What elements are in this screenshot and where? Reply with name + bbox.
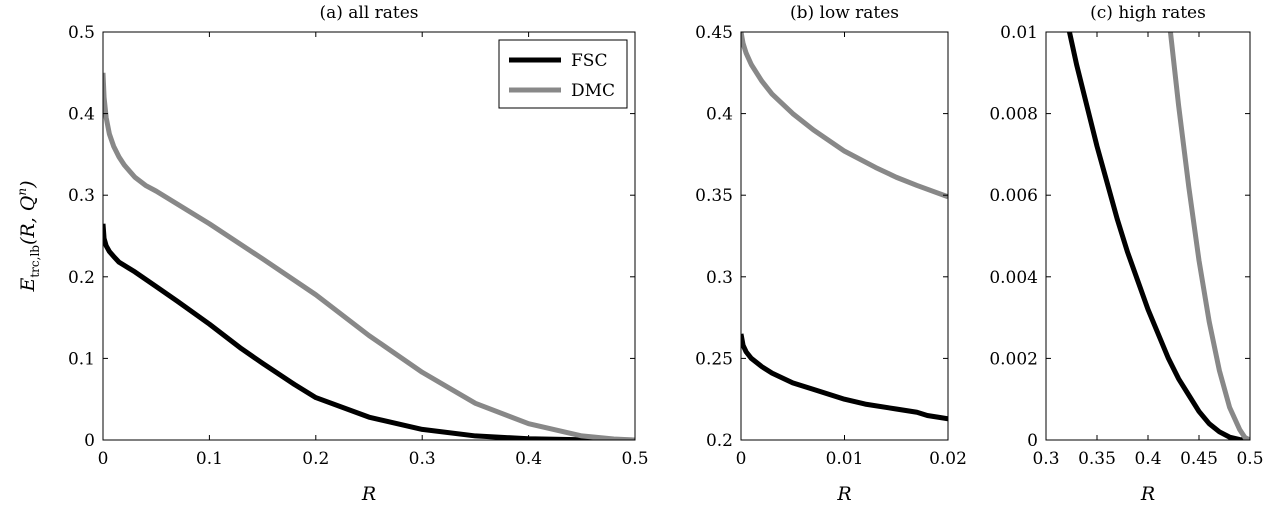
x-axis-label: R [836,483,851,505]
y-tick-label: 0.01 [1000,23,1038,43]
series-line-fsc [1067,32,1248,440]
legend-label-fsc: FSC [571,51,607,71]
series-line-dmc [1167,32,1250,440]
legend: FSC DMC [498,39,628,109]
plot-frame [102,31,636,441]
y-tick-label: 0.004 [989,268,1038,288]
y-tick-label: 0.002 [989,349,1038,369]
x-tick-label: 0.5 [1236,449,1263,469]
chart-panel-1: 0 0.01 0.02 0.2 0.25 0.3 0.35 0.4 0.45 (b) low ra… [695,3,967,505]
x-tick-label: 0.35 [1078,449,1116,469]
chart-panel-0: 0 0.1 0.2 0.3 0.4 0.5 0 0.1 0.2 0.3 0.4 0.5 (a) all … [68,3,649,505]
x-axis-label: R [1140,483,1155,505]
series-line-dmc [741,32,948,200]
y-tick-label: 0.2 [68,268,95,288]
y-tick-label: 0.45 [695,23,733,43]
y-tick-label: 0.4 [706,105,733,125]
y-axis-label: Etrc,lb(R, Qn) [15,180,42,292]
x-tick-label: 0.1 [196,449,223,469]
x-tick-label: 0.01 [826,449,864,469]
y-tick-label: 0.35 [695,186,733,206]
x-tick-label: 0.45 [1180,449,1218,469]
x-axis-label: R [361,483,376,505]
panel-title: (b) low rates [790,3,899,23]
y-tick-label: 0.006 [989,186,1038,206]
x-tick-label: 0.4 [515,449,542,469]
y-tick-label: 0.25 [695,349,733,369]
legend-box [498,39,628,109]
x-tick-label: 0.2 [302,449,329,469]
y-tick-label: 0.3 [706,268,733,288]
x-tick-label: 0.3 [1032,449,1059,469]
x-tick-label: 0.3 [409,449,436,469]
x-tick-label: 0.02 [929,449,967,469]
y-tick-label: 0 [1027,431,1038,451]
chart-panel-2: 0.3 0.35 0.4 0.45 0.5 0 0.002 0.004 0.006 0.008 0.… [989,3,1263,505]
x-tick-label: 0.5 [621,449,648,469]
y-tick-label: 0.2 [706,431,733,451]
y-tick-label: 0 [84,431,95,451]
y-tick-label: 0.5 [68,23,95,43]
y-tick-label: 0.1 [68,349,95,369]
series-line-fsc [103,223,635,440]
panel-title: (c) high rates [1090,3,1206,23]
legend-label-dmc: DMC [571,81,615,101]
x-tick-label: 0 [98,449,109,469]
y-tick-label: 0.008 [989,105,1038,125]
series-line-dmc [103,72,635,440]
x-tick-label: 0.4 [1134,449,1161,469]
y-tick-label: 0.4 [68,105,95,125]
y-tick-label: 0.3 [68,186,95,206]
x-tick-label: 0 [736,449,747,469]
series-line-fsc [741,333,948,422]
panel-title: (a) all rates [319,3,418,23]
